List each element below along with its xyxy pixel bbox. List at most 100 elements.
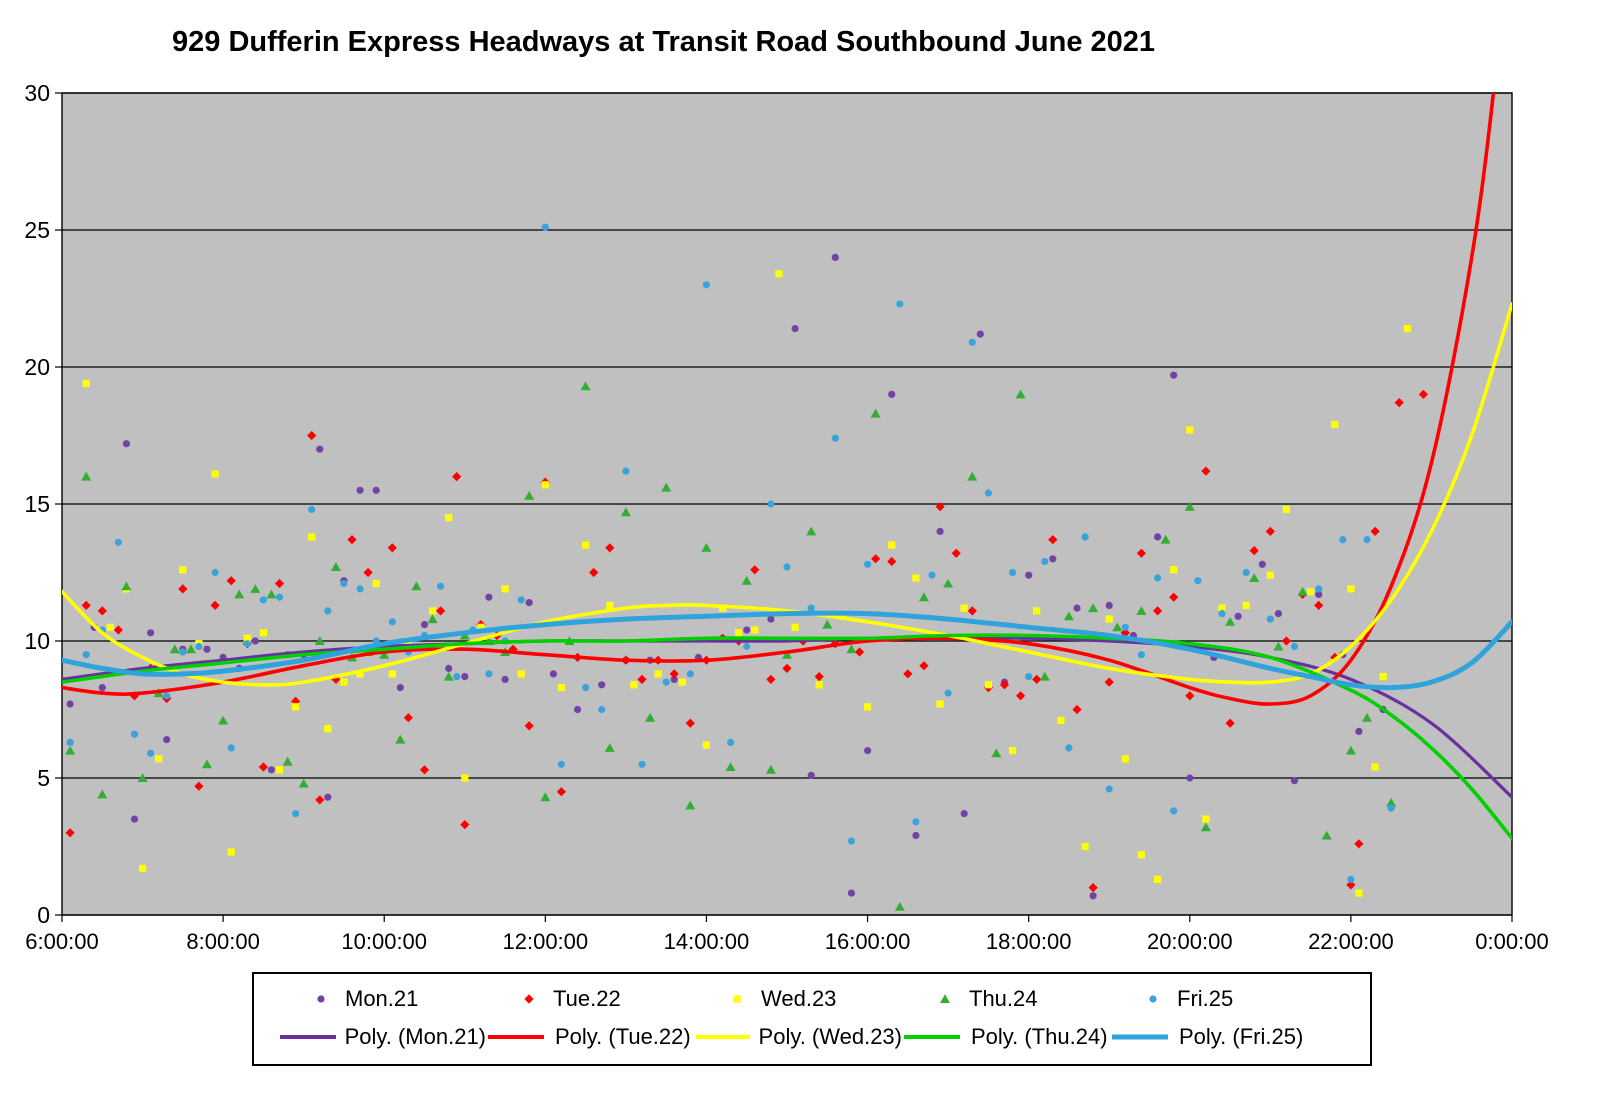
scatter-point: [1105, 785, 1113, 793]
scatter-point: [1041, 557, 1049, 566]
scatter-point: [831, 253, 839, 261]
scatter-point: [1242, 568, 1250, 577]
scatter-point: [314, 636, 325, 645]
trend-line-poly-fri-25-: [62, 610, 1512, 691]
scatter-point: [903, 669, 913, 679]
scatter-point: [662, 678, 670, 686]
legend-item-poly-tue-22-: Poly. (Tue.22): [486, 1024, 694, 1050]
scatter-point: [1273, 641, 1284, 651]
scatter-point: [1048, 535, 1058, 545]
scatter-point: [147, 629, 155, 637]
scatter-point: [1387, 804, 1395, 812]
scatter-point: [1081, 533, 1089, 541]
scatter-point: [185, 644, 196, 654]
scatter-point: [1153, 606, 1163, 616]
scatter-point: [259, 596, 267, 604]
scatter-point: [870, 408, 881, 418]
legend-item-tue22: Tue.22: [514, 986, 722, 1012]
scatter-point: [1266, 571, 1274, 579]
trend-line-icon: [696, 1035, 750, 1039]
legend-item-fri25: Fri.25: [1138, 986, 1346, 1012]
scatter-point: [604, 743, 615, 752]
legend-item-poly-thu-24--label: Poly. (Thu.24): [971, 1024, 1108, 1049]
y-tick-label: 30: [24, 80, 50, 106]
x-tick-label: 0:00:00: [1475, 929, 1548, 954]
scatter-point: [437, 582, 445, 590]
scatter-point: [81, 600, 91, 610]
scatter-point: [1249, 573, 1260, 582]
scatter-point: [179, 566, 187, 574]
scatter-point: [292, 703, 300, 711]
legend-item-mon21-label: Mon.21: [345, 986, 419, 1011]
scatter-point: [1104, 677, 1114, 687]
scatter-point: [1370, 526, 1380, 536]
x-tick-label: 8:00:00: [186, 929, 259, 954]
scatter-point: [356, 585, 364, 593]
scatter-point: [847, 889, 856, 897]
scatter-point: [1009, 747, 1017, 755]
scatter-point: [1121, 623, 1129, 631]
scatter-point: [1160, 534, 1171, 544]
scatter-point: [211, 470, 219, 478]
scatter-point: [1274, 610, 1282, 618]
scatter-point: [1282, 505, 1290, 514]
scatter-point: [678, 678, 686, 686]
scatter-point: [1170, 807, 1178, 815]
scatter-point: [363, 567, 373, 578]
scatter-point: [960, 810, 968, 818]
scatter-point: [1363, 536, 1371, 544]
scatter-point: [620, 507, 631, 517]
scatter-point: [202, 759, 212, 769]
scatter-point: [1265, 526, 1275, 536]
scatter-point: [251, 637, 259, 645]
scatter-point: [670, 675, 678, 684]
scatter-point: [1258, 560, 1266, 568]
scatter-point: [967, 606, 977, 616]
scatter-point: [226, 576, 236, 586]
scatter-point: [65, 828, 75, 838]
legend-item-tue22-label: Tue.22: [553, 986, 621, 1011]
trend-line-icon: [488, 1035, 544, 1039]
scatter-point: [887, 556, 897, 567]
scatter-point: [282, 756, 293, 766]
scatter-point: [243, 640, 251, 648]
plot-area: 0 5 10 15 20 25 30 6:00:00 8:00:00 10:00:00 12:00:…: [24, 80, 1548, 954]
scatter-point: [227, 744, 235, 752]
scatter-point: [580, 381, 591, 391]
scatter-point: [501, 585, 509, 593]
scatter-point: [98, 684, 106, 692]
x-tick-label: 18:00:00: [986, 929, 1072, 954]
scatter-point: [967, 471, 978, 481]
scatter-point: [1339, 536, 1347, 544]
scatter-point: [685, 800, 696, 810]
scatter-point: [461, 774, 469, 782]
scatter-point: [1137, 851, 1145, 859]
scatter-point: [97, 789, 108, 799]
scatter-point: [1072, 704, 1082, 715]
scatter-point: [477, 623, 485, 631]
scatter-point: [340, 579, 348, 588]
scatter-point: [324, 793, 332, 801]
scatter-point: [427, 614, 438, 624]
scatter-point: [1016, 691, 1026, 701]
scatter-point: [767, 615, 775, 623]
scatter-point: [936, 700, 944, 708]
scatter-point: [719, 604, 727, 612]
scatter-point: [396, 684, 404, 692]
scatter-point: [814, 672, 824, 682]
legend-item-mon21: Mon.21: [306, 986, 514, 1012]
scatter-point: [1225, 718, 1235, 728]
scatter-point: [1088, 603, 1099, 613]
scatter-point: [598, 705, 606, 714]
scatter-point: [1049, 555, 1057, 563]
scatter-point: [725, 762, 736, 771]
scatter-point: [324, 725, 332, 733]
scatter-point: [846, 644, 857, 654]
scatter-point: [943, 578, 954, 588]
y-tick-label: 15: [24, 491, 50, 517]
scatter-point: [1201, 466, 1211, 476]
scatter-point: [1315, 590, 1323, 599]
scatter-point: [1362, 712, 1372, 722]
scatter-point: [654, 670, 662, 678]
scatter-point: [984, 681, 992, 689]
